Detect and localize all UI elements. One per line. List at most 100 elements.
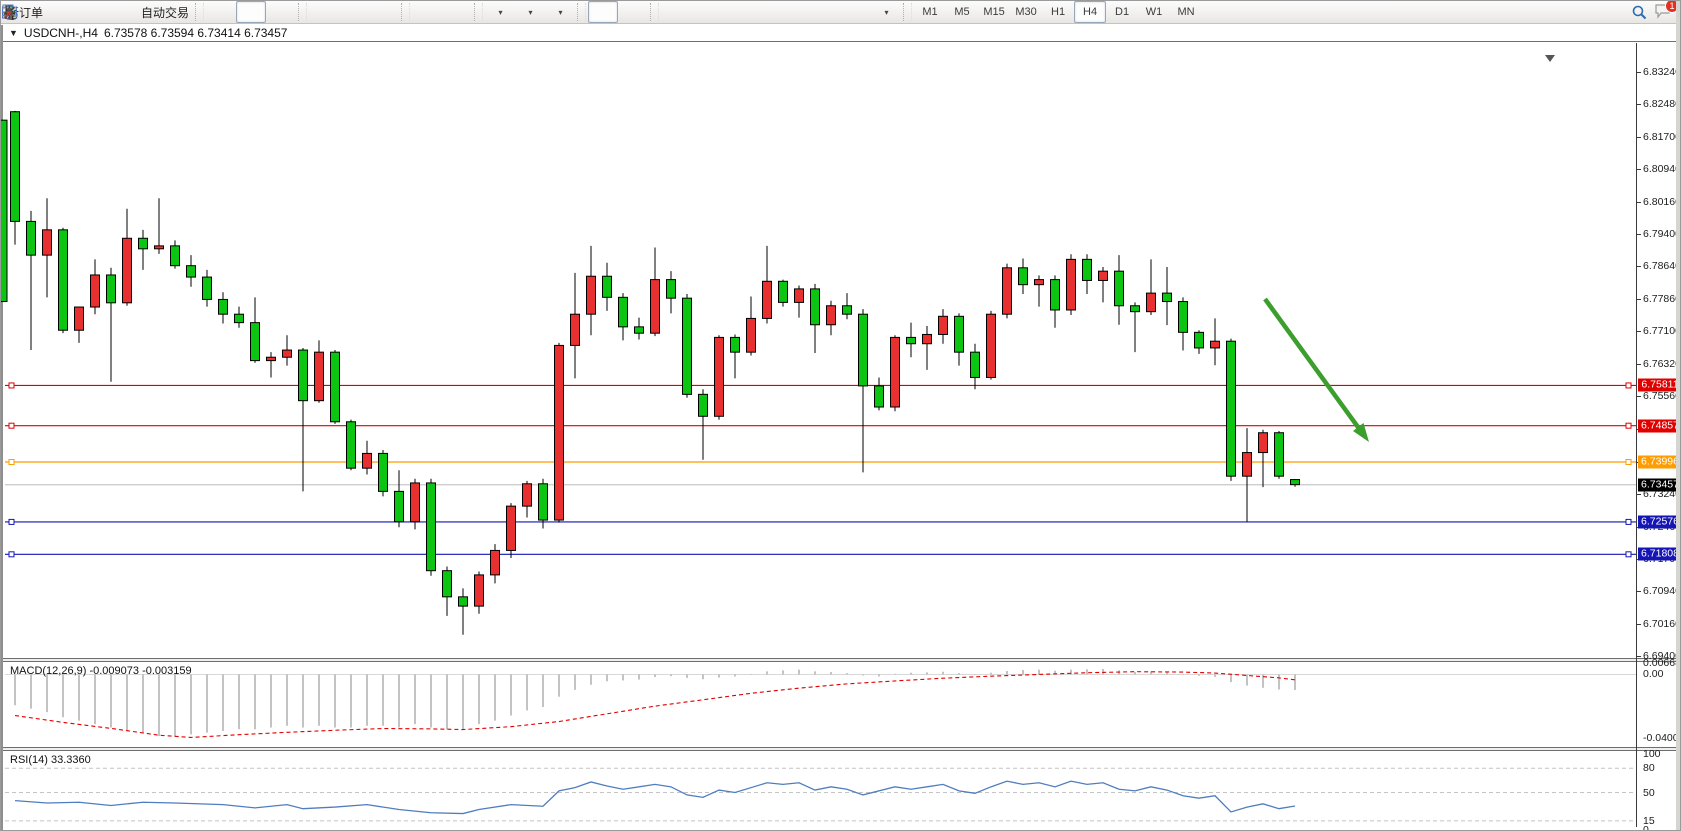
rsi-indicator-label: RSI(14) 33.3360 <box>10 754 91 766</box>
rsi-axis-label: 50 <box>1643 786 1655 799</box>
price-axis-tick <box>1636 331 1641 333</box>
timeframe-button-M5[interactable]: M5 <box>954 6 970 18</box>
candle-down <box>10 111 20 222</box>
trendline-tool-button[interactable] <box>3 1 751 23</box>
timeframe-button-H4[interactable]: H4 <box>1074 1 1107 23</box>
candle-up <box>410 482 420 523</box>
panel-splitter[interactable] <box>3 747 1680 751</box>
vertical-line-tool-button[interactable] <box>8 1 691 23</box>
main-price-chart[interactable] <box>1 55 1681 658</box>
cursor-tool-button[interactable] <box>5 1 619 23</box>
price-axis-tick <box>1636 655 1641 657</box>
level-price-badge: 6.71808 <box>1638 547 1680 561</box>
line-anchor-marker <box>1625 382 1632 389</box>
zoom-out-button[interactable] <box>2 1 369 23</box>
price-axis-label: 6.78640 <box>1643 260 1681 273</box>
timeframe-button-M30[interactable]: M30 <box>1015 6 1037 18</box>
clipped-candle <box>1 119 8 303</box>
candle-up <box>90 274 100 308</box>
timeframe-button-W1[interactable]: W1 <box>1145 6 1163 18</box>
price-axis-tick <box>1636 169 1641 171</box>
algo-trading-button[interactable]: 自动交易 <box>2 1 193 23</box>
auto-scroll-button[interactable] <box>3 1 442 23</box>
candle-down <box>1226 340 1236 477</box>
chart-ohlc-header: ▼ USDCNH-,H4 6.73578 6.73594 6.73414 6.7… <box>3 25 1680 42</box>
equidistant-channel-tool-button[interactable]: E <box>2 1 781 23</box>
rsi-axis-label: 0 <box>1643 823 1649 831</box>
search-icon[interactable] <box>1631 4 1648 21</box>
toolbar: 新订单 自动交易 <box>1 1 1680 24</box>
notifications-button[interactable]: 1 <box>1654 1 1679 21</box>
timeframe-clock-button[interactable]: ▾ <box>2 1 545 23</box>
candle-down <box>906 336 916 345</box>
new-chart-button[interactable] <box>2 1 107 23</box>
chevron-down-icon[interactable]: ▼ <box>9 28 18 38</box>
candle-down <box>1162 292 1172 303</box>
rsi-line <box>14 780 1296 815</box>
horizontal-line-tool-button[interactable] <box>3 1 721 23</box>
price-axis-label: 6.77100 <box>1643 325 1681 338</box>
panel-splitter[interactable] <box>3 658 1680 662</box>
signals-button[interactable] <box>3 1 137 23</box>
line-anchor-marker <box>8 422 15 429</box>
candle-down <box>234 313 244 324</box>
price-axis-tick <box>1636 137 1641 139</box>
candle-down <box>842 305 852 315</box>
window-edge <box>1676 1 1680 830</box>
candle-down <box>778 280 788 303</box>
candle-down <box>538 483 548 521</box>
crosshair-tool-button[interactable] <box>3 1 648 23</box>
price-axis-tick <box>1636 396 1641 398</box>
candle-down <box>202 276 212 300</box>
price-axis-line <box>1636 43 1637 827</box>
timeframe-group: M1 M5 M15 M30 H1 H4 D1 W1 MN <box>914 1 1202 23</box>
candle-down <box>874 385 884 408</box>
dropdown-caret-icon: ▾ <box>498 7 503 17</box>
indicator-window-button[interactable]: ▾ <box>2 1 575 23</box>
timeframe-button-MN[interactable]: MN <box>1177 6 1195 18</box>
candle-down <box>1194 331 1204 349</box>
timeframe-button-H1[interactable]: H1 <box>1051 6 1066 18</box>
timeframe-button-M15[interactable]: M15 <box>983 6 1005 18</box>
candle-up <box>890 336 900 408</box>
price-axis-label: 6.80940 <box>1643 163 1681 176</box>
candlestick-chart-button[interactable] <box>3 1 267 23</box>
candle-down <box>250 322 260 362</box>
candle-up <box>570 313 580 346</box>
arrows-icon <box>4 6 15 17</box>
candle-down <box>970 351 980 378</box>
timeframe-button-D1[interactable]: D1 <box>1115 6 1130 18</box>
macd-panel-chart[interactable] <box>3 663 1681 743</box>
arrows-tool-button[interactable]: ▾ <box>4 1 901 23</box>
trend-arrow-head[interactable] <box>1353 423 1369 442</box>
price-axis-label: 6.79400 <box>1643 228 1681 241</box>
depth-of-market-button[interactable] <box>1 1 77 23</box>
indicators-button[interactable]: ▾ <box>2 1 515 23</box>
price-axis-tick <box>1636 493 1641 495</box>
chart-shift-button[interactable] <box>3 1 472 23</box>
price-axis-tick <box>1636 266 1641 268</box>
price-axis-label: 6.76320 <box>1643 357 1681 370</box>
timeframe-button-M1[interactable]: M1 <box>922 6 938 18</box>
candle-down <box>1082 258 1092 281</box>
price-axis-label: 6.80160 <box>1643 195 1681 208</box>
zoom-in-button[interactable] <box>2 1 339 23</box>
text-tool-button[interactable]: A <box>6 1 841 23</box>
candle-down <box>378 452 388 492</box>
candle-up <box>714 336 724 417</box>
candle-up <box>362 452 372 469</box>
toolbar-separator <box>401 3 411 21</box>
tile-windows-button[interactable] <box>2 1 399 23</box>
rsi-panel-chart[interactable] <box>3 752 1681 831</box>
fibonacci-tool-button[interactable]: F <box>3 1 811 23</box>
line-chart-button[interactable] <box>2 1 296 23</box>
candle-down <box>954 315 964 353</box>
price-axis-label: 6.83240 <box>1643 66 1681 79</box>
text-label-tool-button[interactable]: T <box>2 1 871 23</box>
candle-down <box>698 393 708 417</box>
macd-axis-label: -0.040045 <box>1643 731 1680 744</box>
price-axis-label: 6.75560 <box>1643 390 1681 403</box>
toolbar-separator <box>195 3 205 21</box>
bar-chart-button[interactable] <box>3 1 236 23</box>
trend-arrow-line[interactable] <box>1263 297 1365 436</box>
